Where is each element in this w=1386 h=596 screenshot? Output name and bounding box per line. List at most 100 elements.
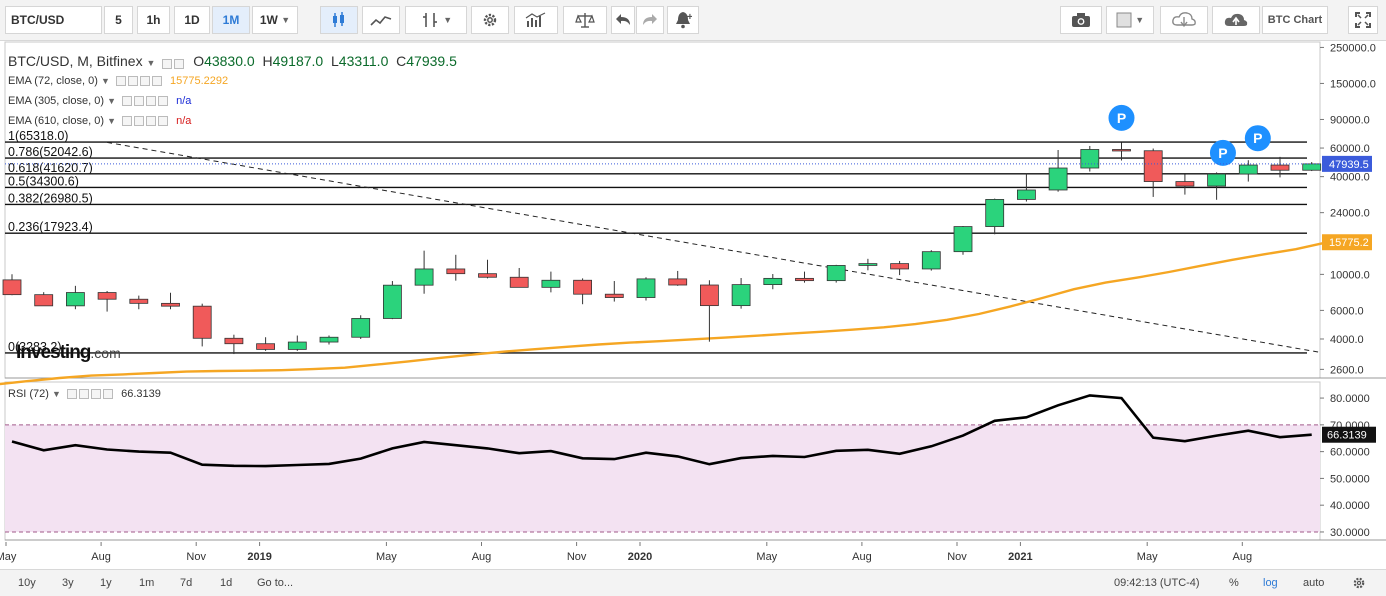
ema305-value: n/a (176, 95, 192, 107)
range-1d[interactable]: 1d (220, 577, 233, 589)
symbol-input[interactable]: BTC/USD (5, 6, 102, 34)
range-1m[interactable]: 1m (139, 577, 155, 589)
hide-icon[interactable] (122, 96, 133, 107)
candle-body (34, 294, 54, 307)
undo-button[interactable] (611, 6, 635, 34)
ema72-line (0, 241, 1328, 386)
chevron-down-icon: ▼ (52, 389, 61, 399)
chart-name-button[interactable]: BTC Chart (1262, 6, 1328, 34)
rsi-band (5, 424, 1320, 533)
chevron-down-icon: ▼ (107, 116, 116, 126)
candle-body (604, 293, 624, 298)
bar-style-button[interactable]: ▼ (405, 6, 467, 34)
price-tick-label: 10000.0 (1330, 269, 1370, 281)
open-value: 43830.0 (204, 53, 255, 69)
close-icon[interactable] (103, 389, 114, 400)
gear-icon[interactable] (174, 58, 185, 69)
candle-body (890, 263, 909, 270)
gear-icon[interactable] (127, 76, 138, 87)
hide-icon[interactable] (67, 389, 78, 400)
scale-icon (575, 13, 595, 28)
last-price-box (1322, 155, 1372, 172)
gear-icon[interactable] (134, 116, 145, 127)
range-10y[interactable]: 10y (18, 577, 36, 589)
candle-body (541, 279, 561, 288)
gear-icon (483, 13, 497, 27)
gear-icon[interactable] (134, 96, 145, 107)
close-icon[interactable] (151, 76, 162, 87)
clock: 09:42:13 (UTC-4) (1114, 577, 1200, 589)
time-tick-label: 2019 (247, 551, 271, 563)
screenshot-button[interactable] (1060, 6, 1102, 34)
legend-controls[interactable] (122, 115, 170, 127)
marker-label: P (1218, 145, 1227, 161)
price-tick-label: 24000.0 (1330, 208, 1370, 220)
percent-toggle[interactable]: % (1229, 577, 1239, 589)
ema72-label: EMA (72, close, 0) (8, 75, 98, 87)
range-7d[interactable]: 7d (180, 577, 193, 589)
candle-body (985, 199, 1005, 227)
interval-1w-button[interactable]: 1W ▼ (252, 6, 298, 34)
bottom-settings-button[interactable] (1352, 574, 1366, 592)
legend-controls[interactable] (122, 95, 170, 107)
hide-icon[interactable] (162, 58, 173, 69)
rsi-tick-label: 80.0000 (1330, 393, 1370, 405)
settings-button[interactable] (471, 6, 509, 34)
gear-icon[interactable] (79, 389, 90, 400)
template-button[interactable]: ▼ (1106, 6, 1154, 34)
interval-1m-button[interactable]: 1M (212, 6, 250, 34)
candle-body (636, 278, 656, 298)
range-3y[interactable]: 3y (62, 577, 74, 589)
redo-button[interactable] (636, 6, 664, 34)
candles-style-button[interactable] (320, 6, 358, 34)
hide-icon[interactable] (115, 76, 126, 87)
legend-controls[interactable] (115, 75, 164, 87)
load-chart-button[interactable] (1160, 6, 1208, 34)
candle-body (1143, 150, 1163, 182)
interval-1h-button[interactable]: 1h (137, 6, 170, 34)
goto-button[interactable]: Go to... (257, 577, 294, 589)
price-tick-label: 40000.0 (1330, 172, 1370, 184)
gear-icon (1353, 577, 1365, 589)
candle-body (224, 337, 244, 345)
low-label: L (330, 53, 339, 69)
last-price-label: 47939.5 (1329, 159, 1369, 171)
gear-icon[interactable] (146, 116, 157, 127)
chevron-down-icon: ▼ (107, 96, 116, 106)
interval-1d-button[interactable]: 1D (174, 6, 210, 34)
log-toggle[interactable]: log (1263, 577, 1278, 589)
time-tick-label: Aug (852, 551, 872, 563)
cloud-upload-icon (1224, 13, 1248, 26)
close-icon[interactable] (158, 96, 169, 107)
save-chart-button[interactable] (1212, 6, 1260, 34)
trendline (107, 141, 1322, 354)
price-axis: 250000.0 150000.0 90000.0 60000.0 40000.0 240… (1320, 42, 1376, 539)
chevron-down-icon: ▼ (443, 15, 453, 25)
legend-controls[interactable] (162, 54, 186, 70)
auto-toggle[interactable]: auto (1303, 577, 1325, 589)
line-style-button[interactable] (362, 6, 400, 34)
symbol-legend: BTC/USD, M, Bitfinex ▼ O43830.0 H49187.0… (8, 53, 457, 70)
gear-icon[interactable] (146, 96, 157, 107)
fullscreen-button[interactable] (1348, 6, 1378, 34)
compare-button[interactable] (563, 6, 607, 34)
range-1y[interactable]: 1y (100, 577, 112, 589)
marker-label: P (1253, 130, 1262, 146)
logo-suffix: .com (90, 345, 121, 361)
time-tick-label: May (1137, 551, 1158, 563)
price-tick-label: 90000.0 (1330, 114, 1370, 126)
candles (2, 142, 1322, 355)
interval-5min-button[interactable]: 5 (104, 6, 133, 34)
gear-icon[interactable] (91, 389, 102, 400)
legend-controls[interactable] (67, 388, 115, 400)
alert-button[interactable]: + (667, 6, 699, 34)
candle-body (573, 279, 592, 295)
close-icon[interactable] (158, 116, 169, 127)
hide-icon[interactable] (122, 116, 133, 127)
candle-body (1302, 163, 1322, 171)
gear-icon[interactable] (139, 76, 150, 87)
time-tick-label: May (0, 551, 17, 563)
price-chart[interactable]: 1(65318.0)0.786(52042.6)0.618(41620.7)0.… (0, 40, 1386, 569)
indicators-button[interactable] (514, 6, 558, 34)
time-tick-label: Aug (1233, 551, 1253, 563)
